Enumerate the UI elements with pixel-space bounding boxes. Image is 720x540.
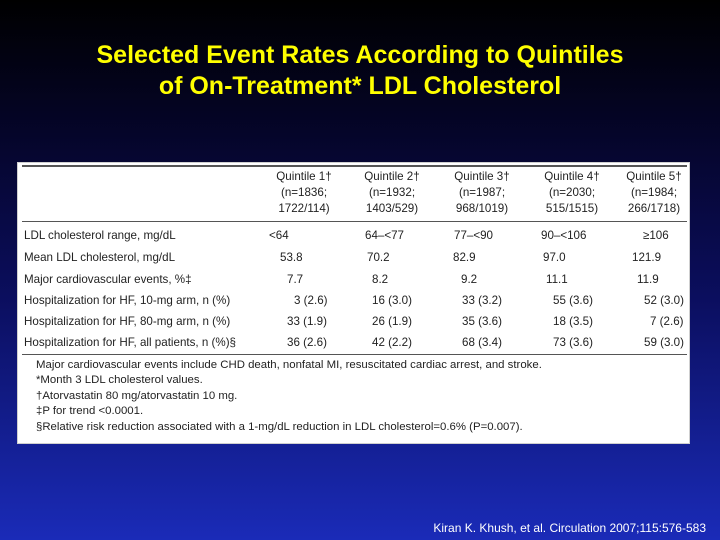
column-header-split: 515/1515) [545, 202, 599, 215]
column-header-n: (n=1836; [280, 186, 328, 199]
column-header-q3: Quintile 3† (n=1987; 968/1019) [436, 169, 528, 217]
table-cell: 8.2 [372, 272, 389, 286]
table-cell: 73 (3.6) [553, 335, 593, 349]
table-row: Hospitalization for HF, all patients, n … [18, 331, 691, 353]
table-header-rule [22, 221, 687, 222]
table-cell: 52 (3.0) [644, 293, 684, 307]
table-cell: 35 (3.6) [462, 314, 502, 328]
table-cell: 16 (3.0) [372, 293, 412, 307]
column-header-name: Quintile 2† [364, 170, 420, 183]
results-table-panel: Quintile 1† (n=1836; 1722/114) Quintile … [17, 162, 690, 444]
table-footnotes: Major cardiovascular events include CHD … [36, 358, 542, 435]
table-cell: 11.9 [637, 272, 659, 286]
table-row: LDL cholesterol range, mg/dL <64 64–<77 … [18, 224, 691, 246]
column-header-name: Quintile 5† [626, 170, 682, 183]
table-cell: <64 [269, 228, 289, 242]
table-cell: 3 (2.6) [294, 293, 328, 307]
footnote: ‡P for trend <0.0001. [36, 405, 144, 418]
table-cell: 70.2 [367, 250, 390, 264]
table-row: Hospitalization for HF, 10-mg arm, n (%)… [18, 289, 691, 311]
footnote: Major cardiovascular events include CHD … [36, 359, 542, 371]
column-header-split: 1722/114) [278, 202, 330, 215]
table-cell: 42 (2.2) [372, 335, 412, 349]
table-cell: 36 (2.6) [287, 335, 327, 349]
column-header-q1: Quintile 1† (n=1836; 1722/114) [258, 169, 350, 217]
column-header-name: Quintile 4† [544, 170, 600, 183]
column-header-q4: Quintile 4† (n=2030; 515/1515) [526, 169, 618, 217]
column-header-split: 1403/529) [365, 202, 419, 215]
column-header-q2: Quintile 2† (n=1932; 1403/529) [346, 169, 438, 217]
table-cell: 7 (2.6) [650, 314, 684, 328]
table-cell: 97.0 [543, 250, 566, 264]
column-header-split: 266/1718) [627, 202, 681, 215]
table-cell: 11.1 [546, 272, 568, 286]
table-cell: 26 (1.9) [372, 314, 412, 328]
table-cell: 68 (3.4) [462, 335, 502, 349]
table-cell: 33 (3.2) [462, 293, 502, 307]
slide-title: Selected Event Rates According to Quinti… [0, 40, 720, 102]
column-header-split: 968/1019) [455, 202, 509, 215]
table-cell: 82.9 [453, 250, 476, 264]
column-header-n: (n=1932; [368, 186, 416, 199]
footnote: †Atorvastatin 80 mg/atorvastatin 10 mg. [36, 389, 238, 402]
table-cell: 121.9 [632, 250, 662, 264]
table-cell: 59 (3.0) [644, 335, 684, 349]
row-label: Hospitalization for HF, all patients, n … [24, 335, 236, 349]
row-label: Mean LDL cholesterol, mg/dL [24, 250, 176, 264]
table-row: Major cardiovascular events, %‡ 7.7 8.2 … [18, 268, 691, 290]
column-header-n: (n=2030; [548, 186, 596, 199]
table-cell: ≥106 [643, 228, 669, 242]
table-cell: 90–<106 [541, 228, 587, 242]
row-label: LDL cholesterol range, mg/dL [24, 228, 176, 242]
table-cell: 33 (1.9) [287, 314, 327, 328]
table-cell: 9.2 [461, 272, 478, 286]
table-cell: 77–<90 [454, 228, 494, 242]
table-bottom-rule [22, 354, 687, 355]
column-header-name: Quintile 1† [276, 170, 332, 183]
footnote: *Month 3 LDL cholesterol values. [36, 374, 203, 387]
row-label: Hospitalization for HF, 10-mg arm, n (%) [24, 293, 231, 307]
table-cell: 64–<77 [365, 228, 405, 242]
column-header-name: Quintile 3† [454, 170, 510, 183]
row-label: Hospitalization for HF, 80-mg arm, n (%) [24, 314, 231, 328]
row-label: Major cardiovascular events, %‡ [24, 272, 192, 286]
table-row: Mean LDL cholesterol, mg/dL 53.8 70.2 82… [18, 246, 691, 268]
table-cell: 53.8 [280, 250, 303, 264]
column-header-n: (n=1987; [458, 186, 506, 199]
table-cell: 18 (3.5) [553, 314, 593, 328]
column-header-n: (n=1984; [630, 186, 678, 199]
footnote: §Relative risk reduction associated with… [36, 420, 523, 433]
table-row: Hospitalization for HF, 80-mg arm, n (%)… [18, 310, 691, 332]
table-top-rule [22, 165, 687, 167]
column-header-q5: Quintile 5† (n=1984; 266/1718) [608, 169, 700, 217]
table-cell: 55 (3.6) [553, 293, 593, 307]
table-cell: 7.7 [287, 272, 304, 286]
title-line-1: Selected Event Rates According to Quinti… [96, 41, 624, 69]
title-line-2: of On-Treatment* LDL Cholesterol [158, 72, 562, 100]
citation: Kiran K. Khush, et al. Circulation 2007;… [433, 521, 706, 535]
